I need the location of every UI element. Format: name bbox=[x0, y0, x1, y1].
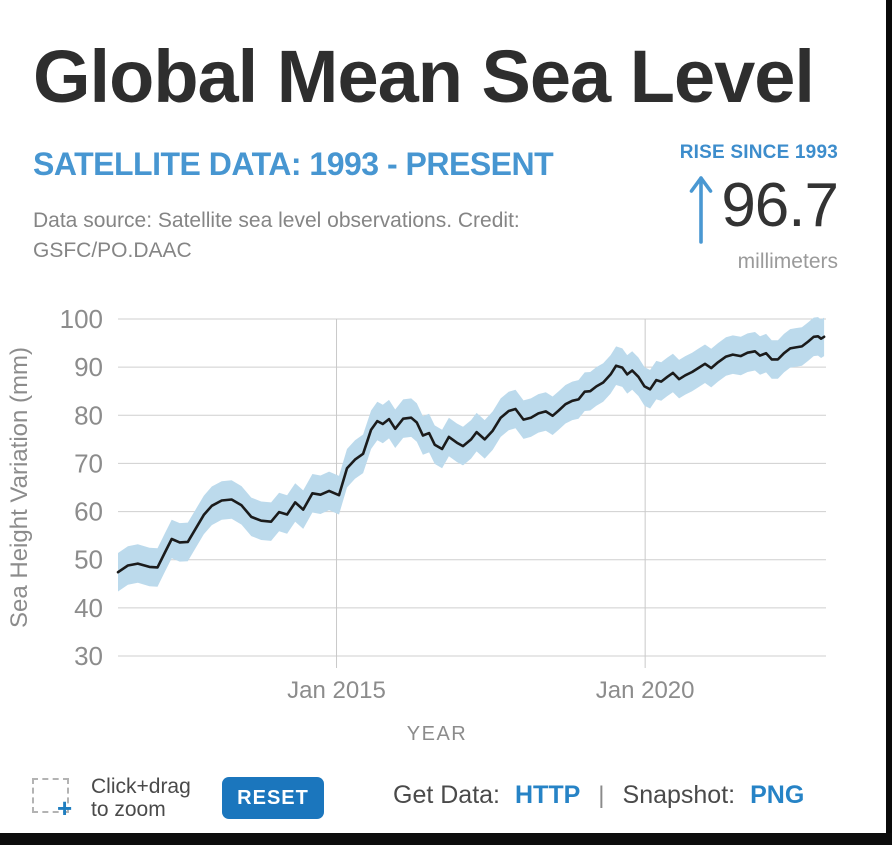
get-data-http-link[interactable]: HTTP bbox=[515, 781, 581, 809]
bottom-bar bbox=[0, 833, 892, 845]
y-tick-label: 80 bbox=[74, 400, 103, 430]
y-tick-label: 40 bbox=[74, 593, 103, 623]
y-tick-label: 50 bbox=[74, 545, 103, 575]
uncertainty-band bbox=[118, 317, 825, 592]
snapshot-png-link[interactable]: PNG bbox=[750, 781, 805, 809]
page-title: Global Mean Sea Level bbox=[33, 35, 815, 118]
x-tick-label: Jan 2020 bbox=[596, 677, 695, 704]
snapshot-label: Snapshot: bbox=[622, 781, 736, 809]
reset-button[interactable]: RESET bbox=[222, 777, 324, 819]
rise-stat-label: RISE SINCE 1993 bbox=[679, 142, 838, 163]
zoom-hint-line2: to zoom bbox=[91, 798, 166, 821]
get-data-label: Get Data: bbox=[393, 781, 500, 809]
y-tick-label: 100 bbox=[60, 304, 103, 334]
drag-zoom-icon bbox=[32, 778, 69, 813]
subtitle: SATELLITE DATA: 1993 - PRESENT bbox=[33, 146, 554, 182]
zoom-hint: Click+drag to zoom bbox=[91, 775, 191, 821]
y-tick-label: 70 bbox=[74, 448, 103, 478]
sea-level-chart[interactable]: 30 40 50 60 70 80 90 100 Jan 2015 Jan 2020 Sea Hei… bbox=[0, 300, 886, 762]
sea-level-line bbox=[116, 335, 826, 574]
footer-links: Get Data: HTTP | Snapshot: PNG bbox=[393, 781, 804, 810]
rise-stat: RISE SINCE 1993 96.7 millimeters bbox=[679, 142, 839, 274]
y-axis-title: Sea Height Variation (mm) bbox=[6, 347, 33, 628]
y-tick-label: 60 bbox=[74, 497, 103, 527]
up-arrow-icon bbox=[690, 176, 713, 244]
rise-stat-units: millimeters bbox=[737, 250, 838, 273]
data-source-credit: Data source: Satellite sea level observa… bbox=[33, 206, 520, 266]
data-source-line2: GSFC/PO.DAAC bbox=[33, 239, 192, 262]
zoom-plus-icon: + bbox=[57, 793, 73, 823]
x-axis-title: YEAR bbox=[407, 723, 467, 745]
rise-stat-value: 96.7 bbox=[721, 171, 839, 240]
y-tick-label: 30 bbox=[74, 641, 103, 671]
footer-separator: | bbox=[598, 782, 605, 809]
data-source-line1: Data source: Satellite sea level observa… bbox=[33, 209, 520, 232]
right-border bbox=[886, 0, 892, 845]
x-tick-label: Jan 2015 bbox=[287, 677, 386, 704]
zoom-hint-line1: Click+drag bbox=[91, 775, 191, 798]
y-tick-label: 90 bbox=[74, 352, 103, 382]
